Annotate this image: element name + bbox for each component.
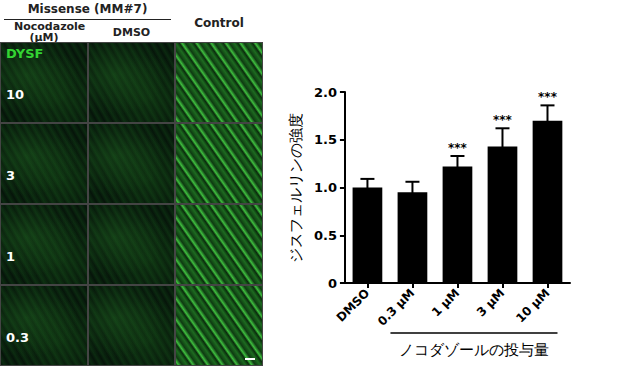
html-text:DYSF: DYSF xyxy=(6,46,44,61)
html-text:10: 10 xyxy=(6,87,25,102)
html-text:1: 1 xyxy=(6,249,15,264)
html-text:Missense (MM#7): Missense (MM#7) xyxy=(27,2,148,16)
html-text:Nocodazole (μM): Nocodazole (μM) xyxy=(14,20,86,44)
svg-text:1.0: 1.0 xyxy=(314,180,337,195)
svg-text:ノコダゾールの投与量: ノコダゾールの投与量 xyxy=(399,341,549,359)
svg-text:DMSO: DMSO xyxy=(334,286,373,325)
svg-text:10 μM: 10 μM xyxy=(513,286,552,325)
svg-text:0.3 μM: 0.3 μM xyxy=(375,286,418,329)
html-text:DMSO: DMSO xyxy=(112,26,151,39)
svg-text:2.0: 2.0 xyxy=(314,85,337,100)
svg-text:***: *** xyxy=(538,90,558,104)
svg-text:3 μM: 3 μM xyxy=(474,286,507,319)
svg-text:***: *** xyxy=(493,113,513,127)
html-text:0.3: 0.3 xyxy=(6,330,29,345)
svg-text:***: *** xyxy=(448,141,468,155)
svg-text:0.5: 0.5 xyxy=(314,228,337,243)
html-text:Control: Control xyxy=(194,16,244,30)
svg-text:1 μM: 1 μM xyxy=(429,286,462,319)
html-text:3: 3 xyxy=(6,168,15,183)
svg-text:0: 0 xyxy=(328,276,337,291)
svg-text:ジスフェルリンの強度: ジスフェルリンの強度 xyxy=(287,113,305,263)
svg-text:1.5: 1.5 xyxy=(314,132,337,147)
